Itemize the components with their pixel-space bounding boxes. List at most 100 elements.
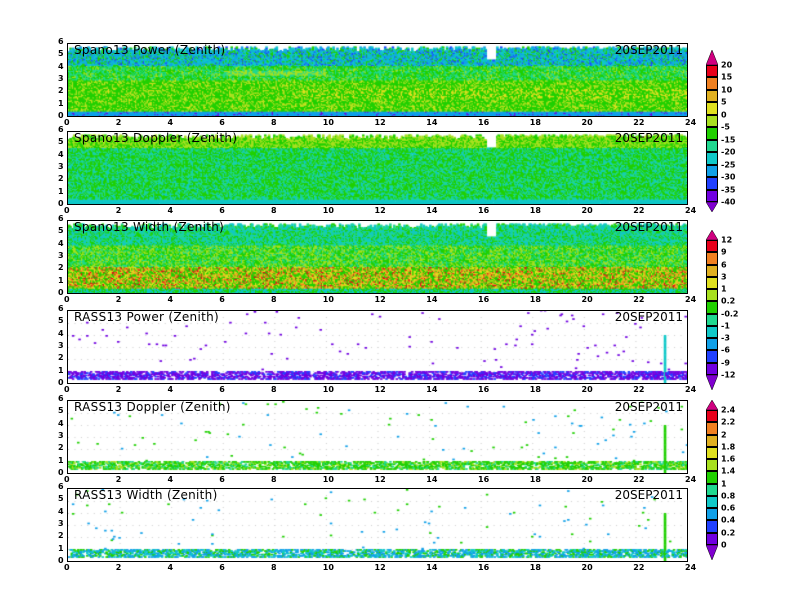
y-tick-label: 0 xyxy=(58,468,64,477)
x-tick-label: 24 xyxy=(685,385,697,394)
x-tick-label: 10 xyxy=(322,475,334,484)
y-tick-label: 3 xyxy=(58,341,64,350)
y-tick-label: 6 xyxy=(58,214,64,223)
colorbar-swatch xyxy=(706,77,718,90)
colorbar-swatch xyxy=(706,410,718,423)
y-tick-label: 5 xyxy=(58,137,64,147)
x-tick-label: 2 xyxy=(115,563,122,572)
colorbar: 20 15 10 5 0 -5 -15 -20 -25 -30 -35 -40 xyxy=(706,50,735,212)
colorbar-label: 0.8 xyxy=(721,491,736,501)
y-tick-label: 0 xyxy=(58,199,64,208)
y-tick-label: 2 xyxy=(58,443,64,453)
x-tick-label: 6 xyxy=(219,206,225,215)
x-tick-label: 24 xyxy=(685,118,697,127)
colorbar-swatch xyxy=(706,114,718,128)
heatmap-panel-rass-doppler: RASS13 Doppler (Zenith) 20SEP2011 xyxy=(67,400,688,474)
x-tick-label: 18 xyxy=(529,563,541,572)
x-tick-label: 6 xyxy=(219,385,225,394)
y-tick-label: 1 xyxy=(58,275,64,285)
colorbar-swatch xyxy=(706,65,718,78)
colorbar: 12 9 6 3 1 0.2 -0.2 -1 -3 -6 -9 -12 xyxy=(706,230,739,390)
x-tick-label: 14 xyxy=(426,563,438,572)
x-tick-label: 0 xyxy=(64,206,70,215)
colorbar-swatch xyxy=(706,102,718,115)
x-tick-label: 16 xyxy=(478,206,490,215)
x-tick-label: 10 xyxy=(322,206,334,215)
x-tick-label: 18 xyxy=(529,206,541,215)
y-tick-label: 3 xyxy=(58,74,64,83)
x-tick-label: 10 xyxy=(322,118,334,127)
colorbar-swatch xyxy=(706,362,718,375)
colorbar-swatch xyxy=(706,325,718,339)
colorbar-label: 5 xyxy=(721,97,727,107)
y-tick-label: 0 xyxy=(58,556,64,565)
x-tick-label: 20 xyxy=(581,385,593,394)
colorbar-swatch xyxy=(706,89,718,103)
panel-date: 20SEP2011 xyxy=(614,131,683,145)
x-tick-label: 24 xyxy=(685,295,697,304)
colorbar-over-triangle xyxy=(706,50,718,66)
colorbar-swatch xyxy=(706,508,718,521)
panel-date: 20SEP2011 xyxy=(614,488,683,502)
x-tick-label: 12 xyxy=(374,385,386,394)
x-tick-label: 22 xyxy=(633,295,645,304)
x-tick-label: 24 xyxy=(685,563,697,572)
panel-date: 20SEP2011 xyxy=(614,400,683,414)
x-tick-label: 6 xyxy=(219,475,225,484)
x-tick-label: 18 xyxy=(529,475,541,484)
panel-title: RASS13 Width (Zenith) xyxy=(74,488,218,502)
x-tick-label: 0 xyxy=(64,295,70,304)
y-tick-label: 1 xyxy=(58,98,64,108)
x-tick-label: 22 xyxy=(633,385,645,394)
colorbar-swatch xyxy=(706,313,718,326)
colorbar-swatch xyxy=(706,301,718,314)
colorbar-label: -15 xyxy=(721,135,736,145)
x-tick-label: 12 xyxy=(374,206,386,215)
colorbar-swatch xyxy=(706,459,718,472)
colorbar-label: -30 xyxy=(721,172,736,182)
colorbar-label: 2 xyxy=(721,430,727,440)
x-tick-label: 4 xyxy=(167,206,174,215)
colorbar-label: 10 xyxy=(721,85,733,95)
colorbar-over-triangle xyxy=(706,400,718,411)
x-tick-label: 2 xyxy=(115,385,122,394)
x-tick-label: 8 xyxy=(271,206,277,215)
x-tick-label: 0 xyxy=(64,563,70,572)
colorbar-label: 6 xyxy=(721,260,727,270)
x-tick-label: 8 xyxy=(271,295,277,304)
x-tick-label: 16 xyxy=(478,563,490,572)
colorbar-label: -35 xyxy=(721,185,736,195)
panel-title: RASS13 Doppler (Zenith) xyxy=(74,400,231,414)
colorbar-swatch xyxy=(706,127,718,140)
panel-date: 20SEP2011 xyxy=(614,310,683,324)
x-tick-label: 2 xyxy=(115,206,122,215)
x-tick-label: 4 xyxy=(167,295,174,304)
x-tick-label: 20 xyxy=(581,475,593,484)
colorbar-swatch xyxy=(706,471,718,484)
x-tick-label: 2 xyxy=(115,118,122,127)
x-tick-label: 16 xyxy=(478,295,490,304)
colorbar-under-triangle xyxy=(706,544,718,560)
x-tick-label: 16 xyxy=(478,475,490,484)
colorbar-label: 1.4 xyxy=(721,466,736,476)
colorbar-label: 1.8 xyxy=(721,442,736,452)
colorbar-label: 3 xyxy=(721,272,727,282)
y-tick-label: 6 xyxy=(58,304,64,313)
colorbar-label: -25 xyxy=(721,160,736,170)
y-tick-label: 4 xyxy=(58,61,64,71)
colorbar-under-triangle xyxy=(706,374,718,390)
colorbar-label: -0.2 xyxy=(721,309,739,319)
x-tick-label: 4 xyxy=(167,385,174,394)
y-tick-label: 4 xyxy=(58,238,64,248)
x-tick-label: 24 xyxy=(685,206,697,215)
x-tick-label: 24 xyxy=(685,475,697,484)
colorbar-label: 1.6 xyxy=(721,454,736,464)
heatmap-cells xyxy=(68,489,687,561)
x-tick-label: 14 xyxy=(426,385,438,394)
colorbar-label: 0.6 xyxy=(721,503,736,513)
x-tick-label: 14 xyxy=(426,206,438,215)
colorbar-label: 12 xyxy=(721,235,733,245)
heatmap-panel-power: Spano13 Power (Zenith) 20SEP2011 xyxy=(67,43,688,117)
heatmap-cells xyxy=(68,401,687,473)
